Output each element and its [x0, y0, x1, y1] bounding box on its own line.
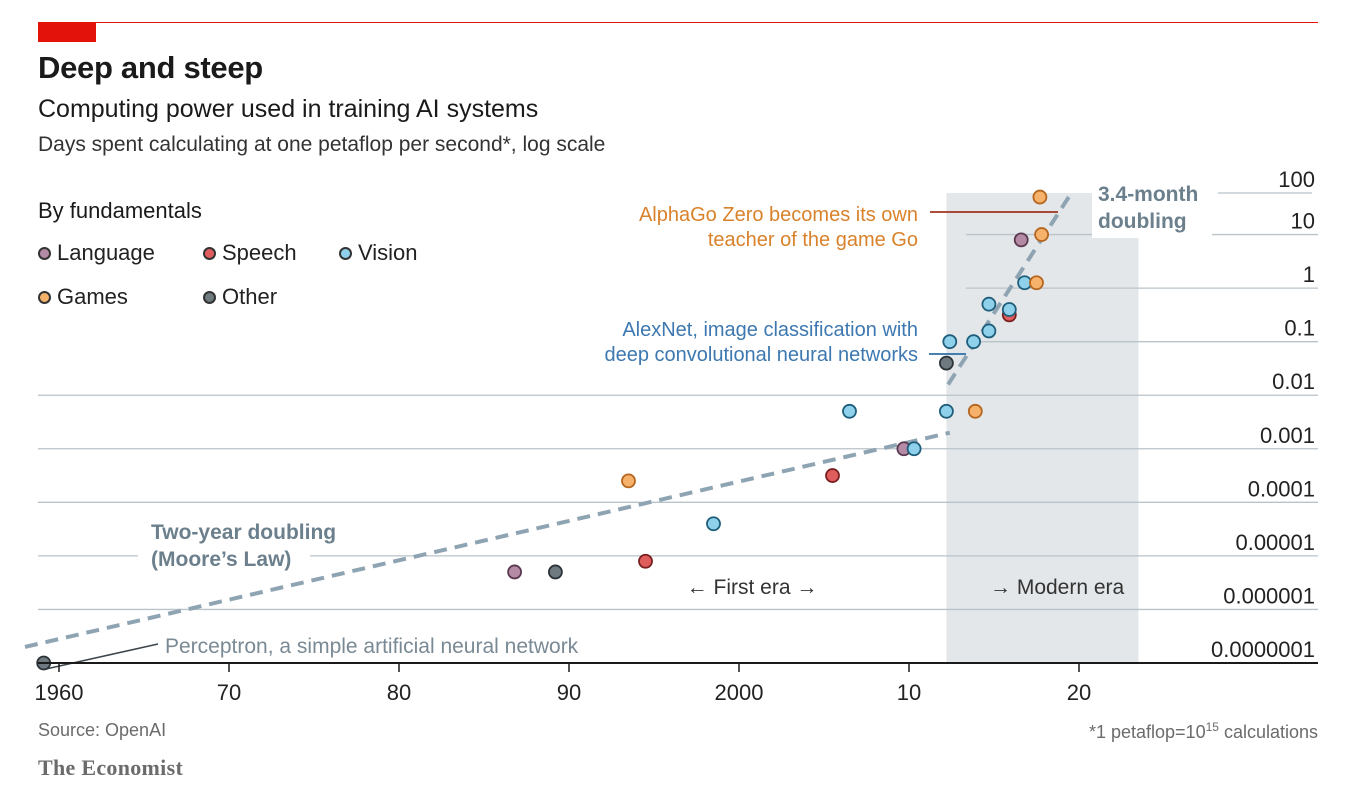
- x-tick-10: 10: [897, 680, 921, 705]
- brand-tag: [38, 22, 96, 42]
- legend-label-games: Games: [57, 284, 128, 309]
- modern-trend-line: [946, 190, 1074, 386]
- point-language-1: [507, 564, 522, 580]
- x-tick-80: 80: [387, 680, 411, 705]
- point-vision-15: [966, 334, 981, 350]
- modern-era-rect: [946, 193, 1139, 663]
- legend-item-vision: Vision: [339, 240, 418, 266]
- x-tick-70: 70: [217, 680, 241, 705]
- chart-labels: 100 10 1 0.1 0.01 0.001 0.0001 0.00001 0.000001 0…: [138, 167, 1315, 662]
- legend-item-other: Other: [203, 284, 277, 310]
- fast-label-bg: [1092, 180, 1212, 238]
- legend-item-language: Language: [38, 240, 155, 266]
- moore-label-bg: [138, 516, 310, 576]
- moore-label-line1: Two-year doubling: [151, 521, 336, 544]
- chart-description: Days spent calculating at one petaflop p…: [38, 133, 606, 156]
- point-other-11: [939, 355, 954, 371]
- legend-swatch-other: [203, 290, 216, 304]
- x-tick-20: 20: [1067, 680, 1091, 705]
- point-vision-16: [981, 296, 997, 312]
- legend-swatch-vision: [339, 246, 352, 260]
- point-vision-10: [939, 403, 954, 419]
- moore-label-line2: (Moore’s Law): [151, 548, 291, 571]
- point-games-23: [1032, 189, 1048, 205]
- x-axis: 1960 70 80 90 2000 10 20: [35, 662, 1318, 705]
- footnote-end: calculations: [1218, 722, 1318, 742]
- perceptron-callout-line: [45, 643, 159, 670]
- legend-title: By fundamentals: [38, 198, 202, 223]
- point-vision-12: [942, 334, 958, 350]
- point-language-20: [1013, 232, 1029, 248]
- x-tick-2000: 2000: [715, 680, 764, 705]
- legend-label-other: Other: [222, 284, 278, 309]
- legend-label-language: Language: [57, 240, 155, 265]
- point-vision-9: [906, 441, 922, 457]
- chart-title: Deep and steep: [38, 50, 263, 85]
- moores-law-trend-line: [24, 430, 951, 649]
- modern-era-band: [946, 193, 1139, 663]
- legend-item-games: Games: [38, 284, 128, 310]
- y-tick-0.00001: 0.00001: [1235, 530, 1315, 555]
- footnote-sup: 15: [1205, 720, 1219, 734]
- y-tick-0.0000001: 0.0000001: [1211, 637, 1315, 662]
- point-speech-4: [638, 553, 653, 569]
- top-rule: [38, 22, 1318, 23]
- legend-swatch-language: [38, 246, 51, 260]
- chart-subtitle: Computing power used in training AI syst…: [38, 95, 539, 123]
- fast-label-line1: 3.4-month: [1098, 183, 1198, 206]
- legend-swatch-games: [38, 290, 51, 304]
- perceptron-label: Perceptron, a simple artificial neural n…: [165, 635, 579, 658]
- point-vision-18: [1001, 302, 1017, 317]
- first-era-label: ← First era →: [687, 576, 818, 599]
- y-tick-0.001: 0.001: [1260, 423, 1315, 448]
- x-tick-1960: 1960: [35, 680, 84, 705]
- y-tick-1: 1: [1303, 262, 1315, 287]
- point-other-2: [548, 564, 563, 580]
- legend-item-speech: Speech: [203, 240, 297, 266]
- footnote: *1 petaflop=1015 calculations: [1089, 720, 1318, 743]
- alphago-label-line1: AlphaGo Zero becomes its own: [639, 204, 918, 226]
- footnote-main: *1 petaflop=10: [1088, 722, 1206, 742]
- y-tick-10: 10: [1291, 209, 1315, 234]
- point-games-22: [1034, 227, 1049, 242]
- legend-label-speech: Speech: [222, 240, 297, 265]
- y-tick-0.0001: 0.0001: [1248, 476, 1315, 501]
- point-vision-14: [981, 323, 997, 339]
- modern-era-label: → Modern era: [990, 576, 1125, 599]
- legend-label-vision: Vision: [358, 240, 418, 265]
- trend-lines: [24, 190, 1074, 649]
- y-tick-0.000001: 0.000001: [1223, 583, 1315, 608]
- point-games-13: [967, 403, 983, 419]
- fast-label-line2: doubling: [1098, 210, 1187, 233]
- legend-swatch-speech: [203, 246, 216, 260]
- x-tick-90: 90: [557, 680, 581, 705]
- point-vision-7: [842, 403, 857, 419]
- point-vision-5: [706, 516, 721, 532]
- point-speech-6: [825, 468, 840, 483]
- alphago-label-line2: teacher of the game Go: [708, 229, 918, 251]
- alexnet-label-line1: AlexNet, image classification with: [622, 319, 918, 341]
- alexnet-label-line2: deep convolutional neural networks: [604, 344, 918, 366]
- y-tick-100: 100: [1278, 167, 1315, 192]
- point-games-3: [621, 473, 636, 489]
- brand-wordmark: The Economist: [38, 755, 184, 780]
- callout-lines: [45, 211, 1058, 670]
- y-tick-0.1: 0.1: [1284, 316, 1315, 341]
- y-tick-0.01: 0.01: [1272, 369, 1315, 394]
- source-note: Source: OpenAI: [38, 720, 167, 740]
- point-games-21: [1029, 275, 1044, 291]
- data-points: [36, 189, 1049, 671]
